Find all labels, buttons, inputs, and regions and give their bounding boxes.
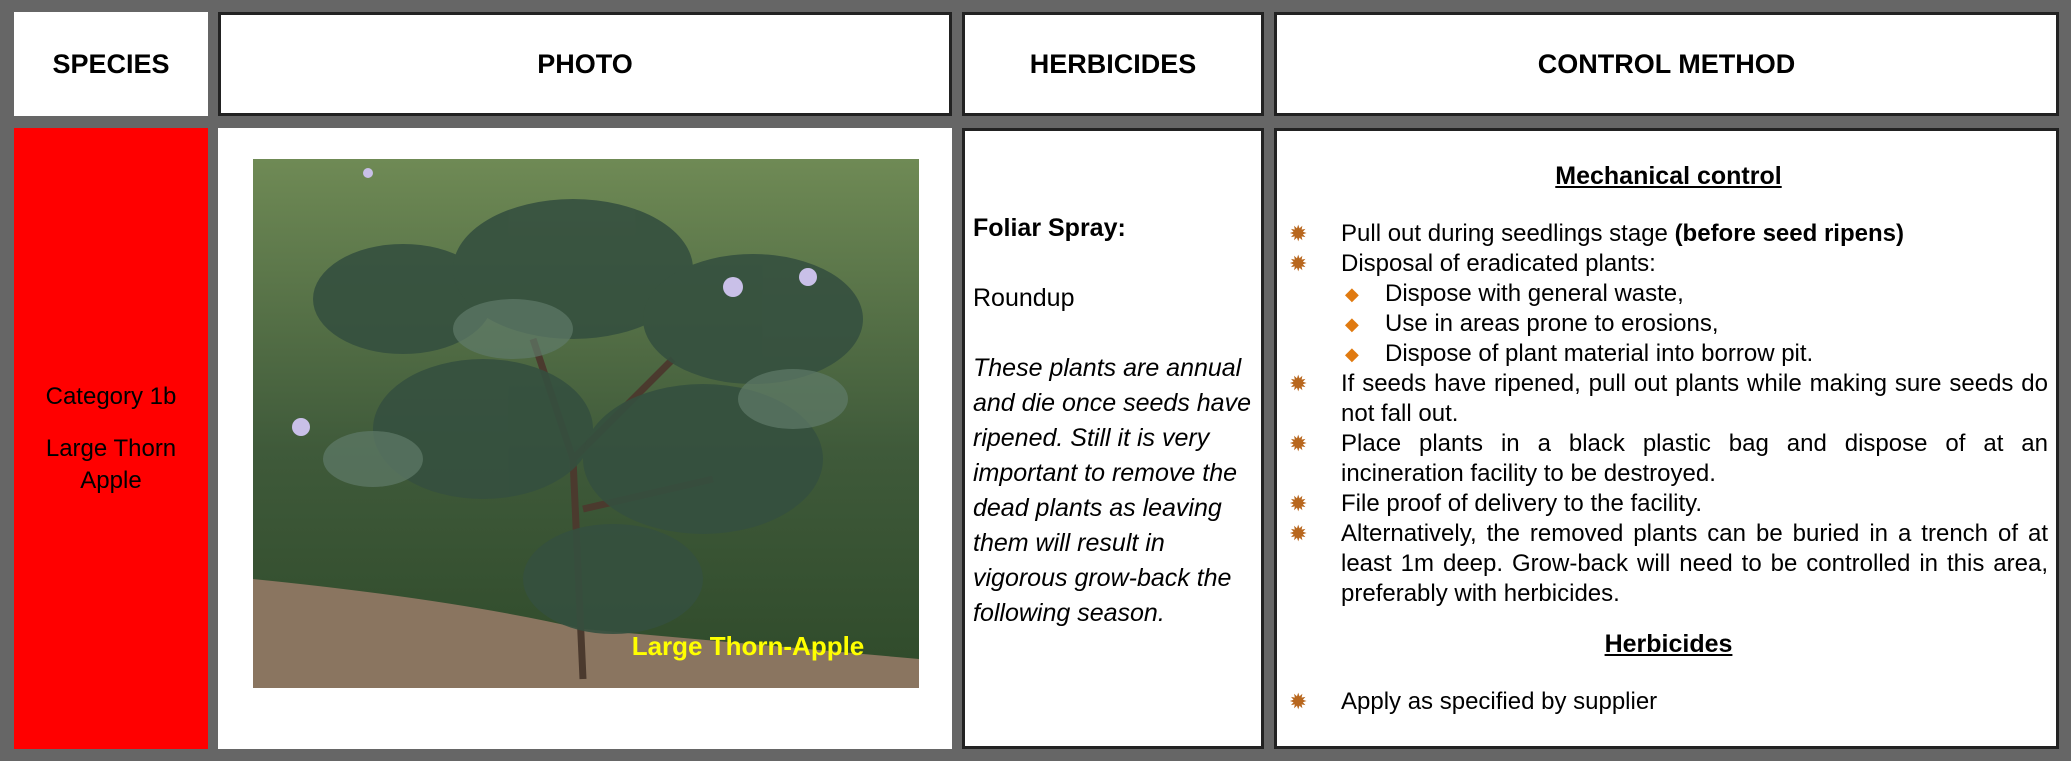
photo: Large Thorn-Apple: [253, 159, 919, 688]
sub-item: Dispose with general waste,: [1289, 279, 2048, 309]
bullet-item: File proof of delivery to the facility.: [1289, 489, 2048, 519]
bullet-item: If seeds have ripened, pull out plants w…: [1289, 369, 2048, 429]
herbicides-cell: Foliar Spray: Roundup These plants are a…: [962, 128, 1264, 749]
bullet-item: Pull out during seedlings stage (before …: [1289, 219, 2048, 249]
item-text: Place plants in a black plastic bag and …: [1341, 430, 2048, 487]
sub-item: Use in areas prone to erosions,: [1289, 309, 2048, 339]
herbicide-note: These plants are annual and die once see…: [973, 354, 1251, 627]
control-cell: Mechanical control Pull out during seedl…: [1274, 128, 2059, 749]
bullet-item: Apply as specified by supplier: [1289, 687, 2048, 717]
bullet-list: Pull out during seedlings stage (before …: [1289, 219, 2048, 609]
section-heading: Mechanical control: [1555, 162, 1782, 190]
header-species: SPECIES: [14, 12, 208, 116]
herbicide-product: Roundup: [973, 284, 1075, 312]
bullet-list: Apply as specified by supplier: [1289, 687, 2048, 717]
bullet-item: Alternatively, the removed plants can be…: [1289, 519, 2048, 609]
species-cell: Category 1b Large Thorn Apple: [14, 128, 208, 749]
item-text: If seeds have ripened, pull out plants w…: [1341, 370, 2048, 427]
bullet-item: Place plants in a black plastic bag and …: [1289, 429, 2048, 489]
photo-cell: Large Thorn-Apple: [218, 128, 952, 749]
item-text: Pull out during seedlings stage: [1341, 220, 1668, 247]
item-emphasis: (before seed ripens): [1674, 220, 1904, 247]
herbicide-heading: Foliar Spray:: [973, 214, 1126, 242]
header-control: CONTROL METHOD: [1274, 12, 2059, 116]
section-heading: Herbicides: [1604, 630, 1733, 658]
species-name: Large Thorn Apple: [45, 434, 177, 494]
photo-caption: Large Thorn-Apple: [632, 631, 865, 661]
item-text: Apply as specified by supplier: [1341, 688, 1658, 715]
header-photo: PHOTO: [218, 12, 952, 116]
item-text: Disposal of eradicated plants:: [1341, 250, 1656, 277]
species-category: Category 1b: [45, 382, 177, 410]
header-herbicides: HERBICIDES: [962, 12, 1264, 116]
item-text: Alternatively, the removed plants can be…: [1341, 520, 2048, 607]
bullet-item: Disposal of eradicated plants:: [1289, 249, 2048, 279]
sub-item: Dispose of plant material into borrow pi…: [1289, 339, 2048, 369]
item-text: File proof of delivery to the facility.: [1341, 490, 1703, 517]
